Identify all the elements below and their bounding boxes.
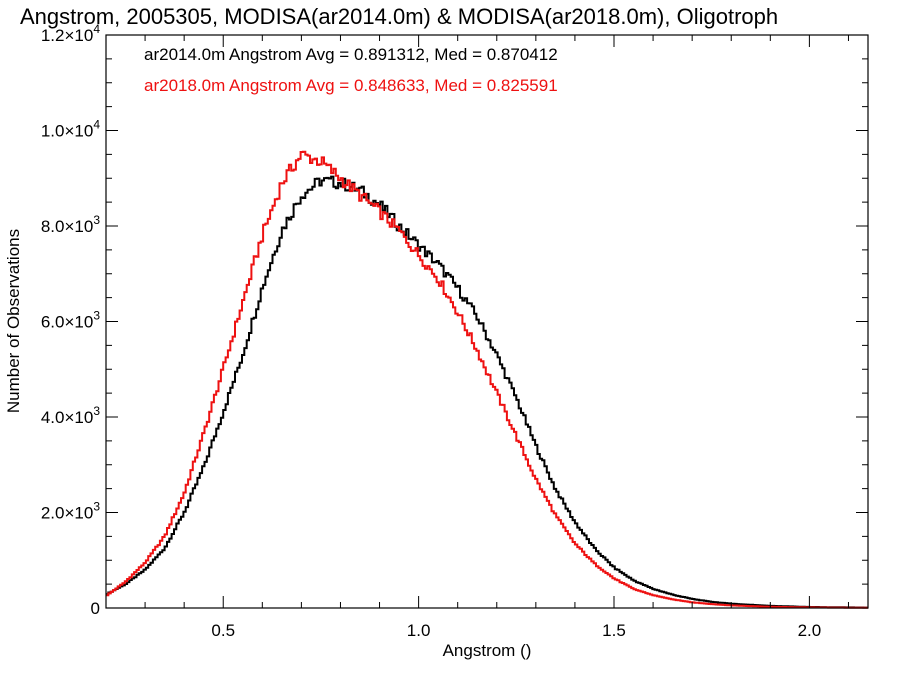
y-axis: 02.0×1034.0×1036.0×1038.0×1031.0×1041.2×…: [41, 22, 868, 618]
x-tick-label: 0.5: [211, 621, 235, 640]
legend-entry-ar2018: ar2018.0m Angstrom Avg = 0.848633, Med =…: [144, 76, 558, 95]
plot-frame: [105, 34, 869, 609]
x-tick-label: 2.0: [798, 621, 822, 640]
y-tick-mantissa: 4.0×10: [41, 408, 93, 427]
y-axis-label: Number of Observations: [4, 229, 23, 413]
y-tick-label: 0: [91, 599, 100, 618]
y-tick-mantissa: 8.0×10: [41, 217, 93, 236]
y-tick-exponent: 3: [93, 500, 100, 514]
y-tick-label: 6.0×103: [41, 309, 100, 332]
y-tick-exponent: 3: [93, 309, 100, 323]
chart-title: Angstrom, 2005305, MODISA(ar2014.0m) & M…: [20, 4, 778, 29]
y-tick-mantissa: 0: [91, 599, 100, 618]
y-tick-label: 1.0×104: [41, 118, 100, 141]
series-line-1: [106, 150, 868, 609]
y-tick-mantissa: 2.0×10: [41, 504, 93, 523]
y-tick-label: 2.0×103: [41, 500, 100, 523]
y-tick-mantissa: 1.2×10: [41, 26, 93, 45]
series-layer: [106, 150, 868, 609]
x-axis-label: Angstrom (): [443, 641, 532, 660]
y-tick-exponent: 4: [93, 118, 100, 132]
y-tick-label: 1.2×104: [41, 22, 100, 45]
y-tick-exponent: 4: [93, 22, 100, 36]
y-tick-label: 8.0×103: [41, 213, 100, 236]
series-line-0: [106, 175, 868, 609]
y-tick-exponent: 3: [93, 404, 100, 418]
x-tick-label: 1.0: [407, 621, 431, 640]
y-tick-exponent: 3: [93, 213, 100, 227]
x-tick-label: 1.5: [602, 621, 626, 640]
x-axis: 0.5 1.0 1.5 2.0: [144, 35, 849, 640]
y-tick-mantissa: 1.0×10: [41, 122, 93, 141]
y-tick-mantissa: 6.0×10: [41, 313, 93, 332]
y-tick-label: 4.0×103: [41, 404, 100, 427]
legend: ar2014.0m Angstrom Avg = 0.891312, Med =…: [144, 45, 558, 95]
legend-entry-ar2014: ar2014.0m Angstrom Avg = 0.891312, Med =…: [144, 45, 558, 64]
